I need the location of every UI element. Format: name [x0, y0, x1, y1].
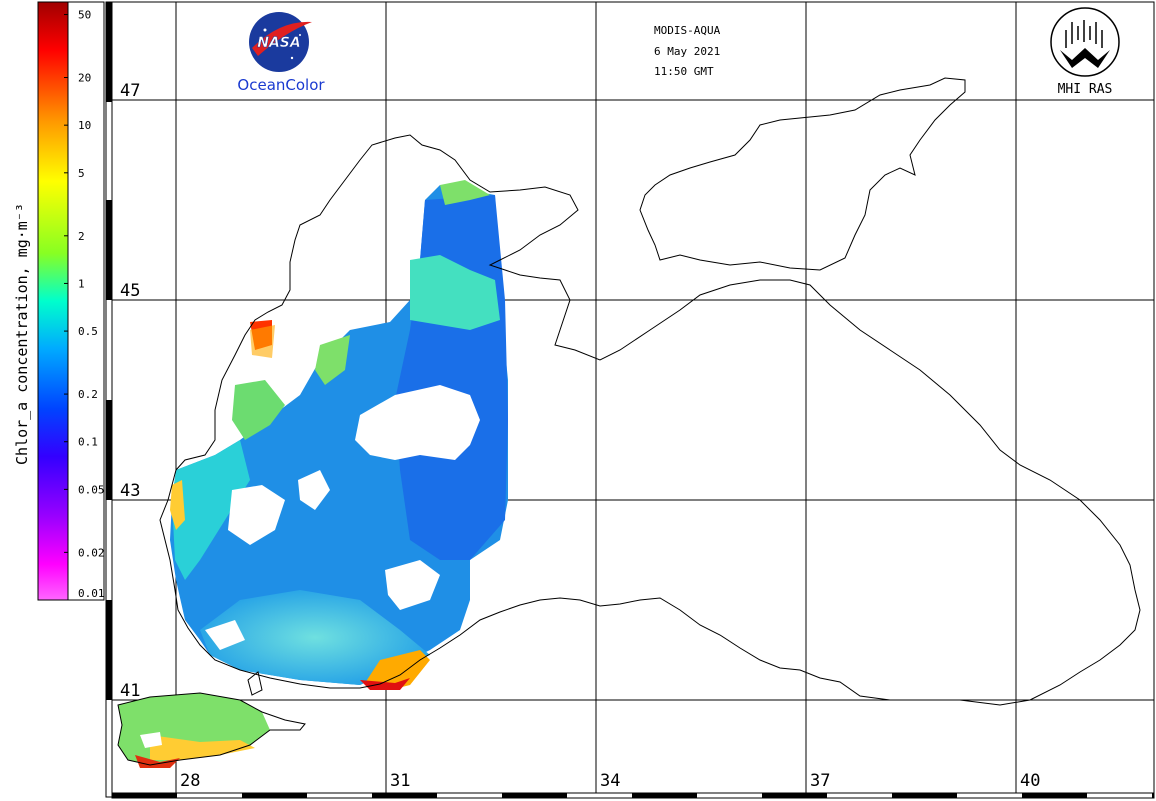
colorbar-tick-label: 10 [78, 119, 91, 132]
colorbar-label-panel [67, 1, 105, 601]
lat-label-41: 41 [120, 681, 140, 701]
mhi-emblem-icon [1050, 7, 1120, 77]
ruler-segment [372, 793, 437, 798]
ruler-segment [1022, 793, 1087, 798]
oceancolor-text: OceanColor [237, 76, 325, 94]
lon-label-31: 31 [390, 771, 410, 791]
coastline [117, 77, 1141, 766]
ruler-segment [632, 793, 697, 798]
nasa-logo: NASA OceanColor [237, 12, 325, 94]
colorbar-tick-label: 2 [78, 230, 85, 243]
ruler-segment [112, 793, 177, 798]
colorbar-title: Chlor_a concentration, mg·m⁻³ [13, 203, 31, 465]
lon-label-34: 34 [600, 771, 620, 791]
colorbar-gradient [37, 1, 69, 601]
marmara-data [118, 693, 270, 768]
ruler-segment [502, 793, 567, 798]
chlorophyll-data [170, 180, 508, 690]
lon-label-37: 37 [810, 771, 830, 791]
colorbar-tick-label: 0.02 [78, 546, 105, 559]
mhi-logo-text: MHI RAS [1058, 82, 1113, 97]
colorbar-tick-label: 5 [78, 167, 85, 180]
header-time: 11:50 GMT [654, 65, 714, 78]
colorbar-tick-label: 1 [78, 277, 85, 290]
lat-label-43: 43 [120, 481, 140, 501]
lon-label-28: 28 [180, 771, 200, 791]
header: MODIS-AQUA 6 May 2021 11:50 GMT [654, 24, 721, 78]
colorbar-tick-label: 50 [78, 9, 91, 22]
colorbar-ticks: 50 20 10 5 2 1 0.5 0.2 0.1 0.05 0.02 0.01 [64, 9, 105, 601]
ruler-segment [762, 793, 827, 798]
lat-label-47: 47 [120, 81, 140, 101]
colorbar: Chlor_a concentration, mg·m⁻³ 50 20 10 5 2 1 0… [13, 1, 105, 601]
header-date: 6 May 2021 [654, 45, 720, 58]
nasa-logo-text: NASA [257, 35, 300, 51]
colorbar-tick-label: 20 [78, 72, 91, 85]
colorbar-tick-label: 0.1 [78, 436, 98, 449]
colorbar-tick-label: 0.01 [78, 587, 105, 600]
ruler-segment [892, 793, 957, 798]
header-sensor: MODIS-AQUA [654, 24, 721, 37]
ruler-segment [1152, 793, 1154, 798]
colorbar-tick-label: 0.2 [78, 388, 98, 401]
lon-label-40: 40 [1020, 771, 1040, 791]
colorbar-tick-label: 0.5 [78, 325, 98, 338]
lat-label-45: 45 [120, 281, 140, 301]
mhi-logo: MHI RAS [1050, 7, 1120, 97]
colorbar-tick-label: 0.05 [78, 483, 105, 496]
longitude-labels: 28 31 34 37 40 [180, 771, 1040, 791]
latitude-labels: 47 45 43 41 [120, 81, 140, 701]
ruler-segment [242, 793, 307, 798]
